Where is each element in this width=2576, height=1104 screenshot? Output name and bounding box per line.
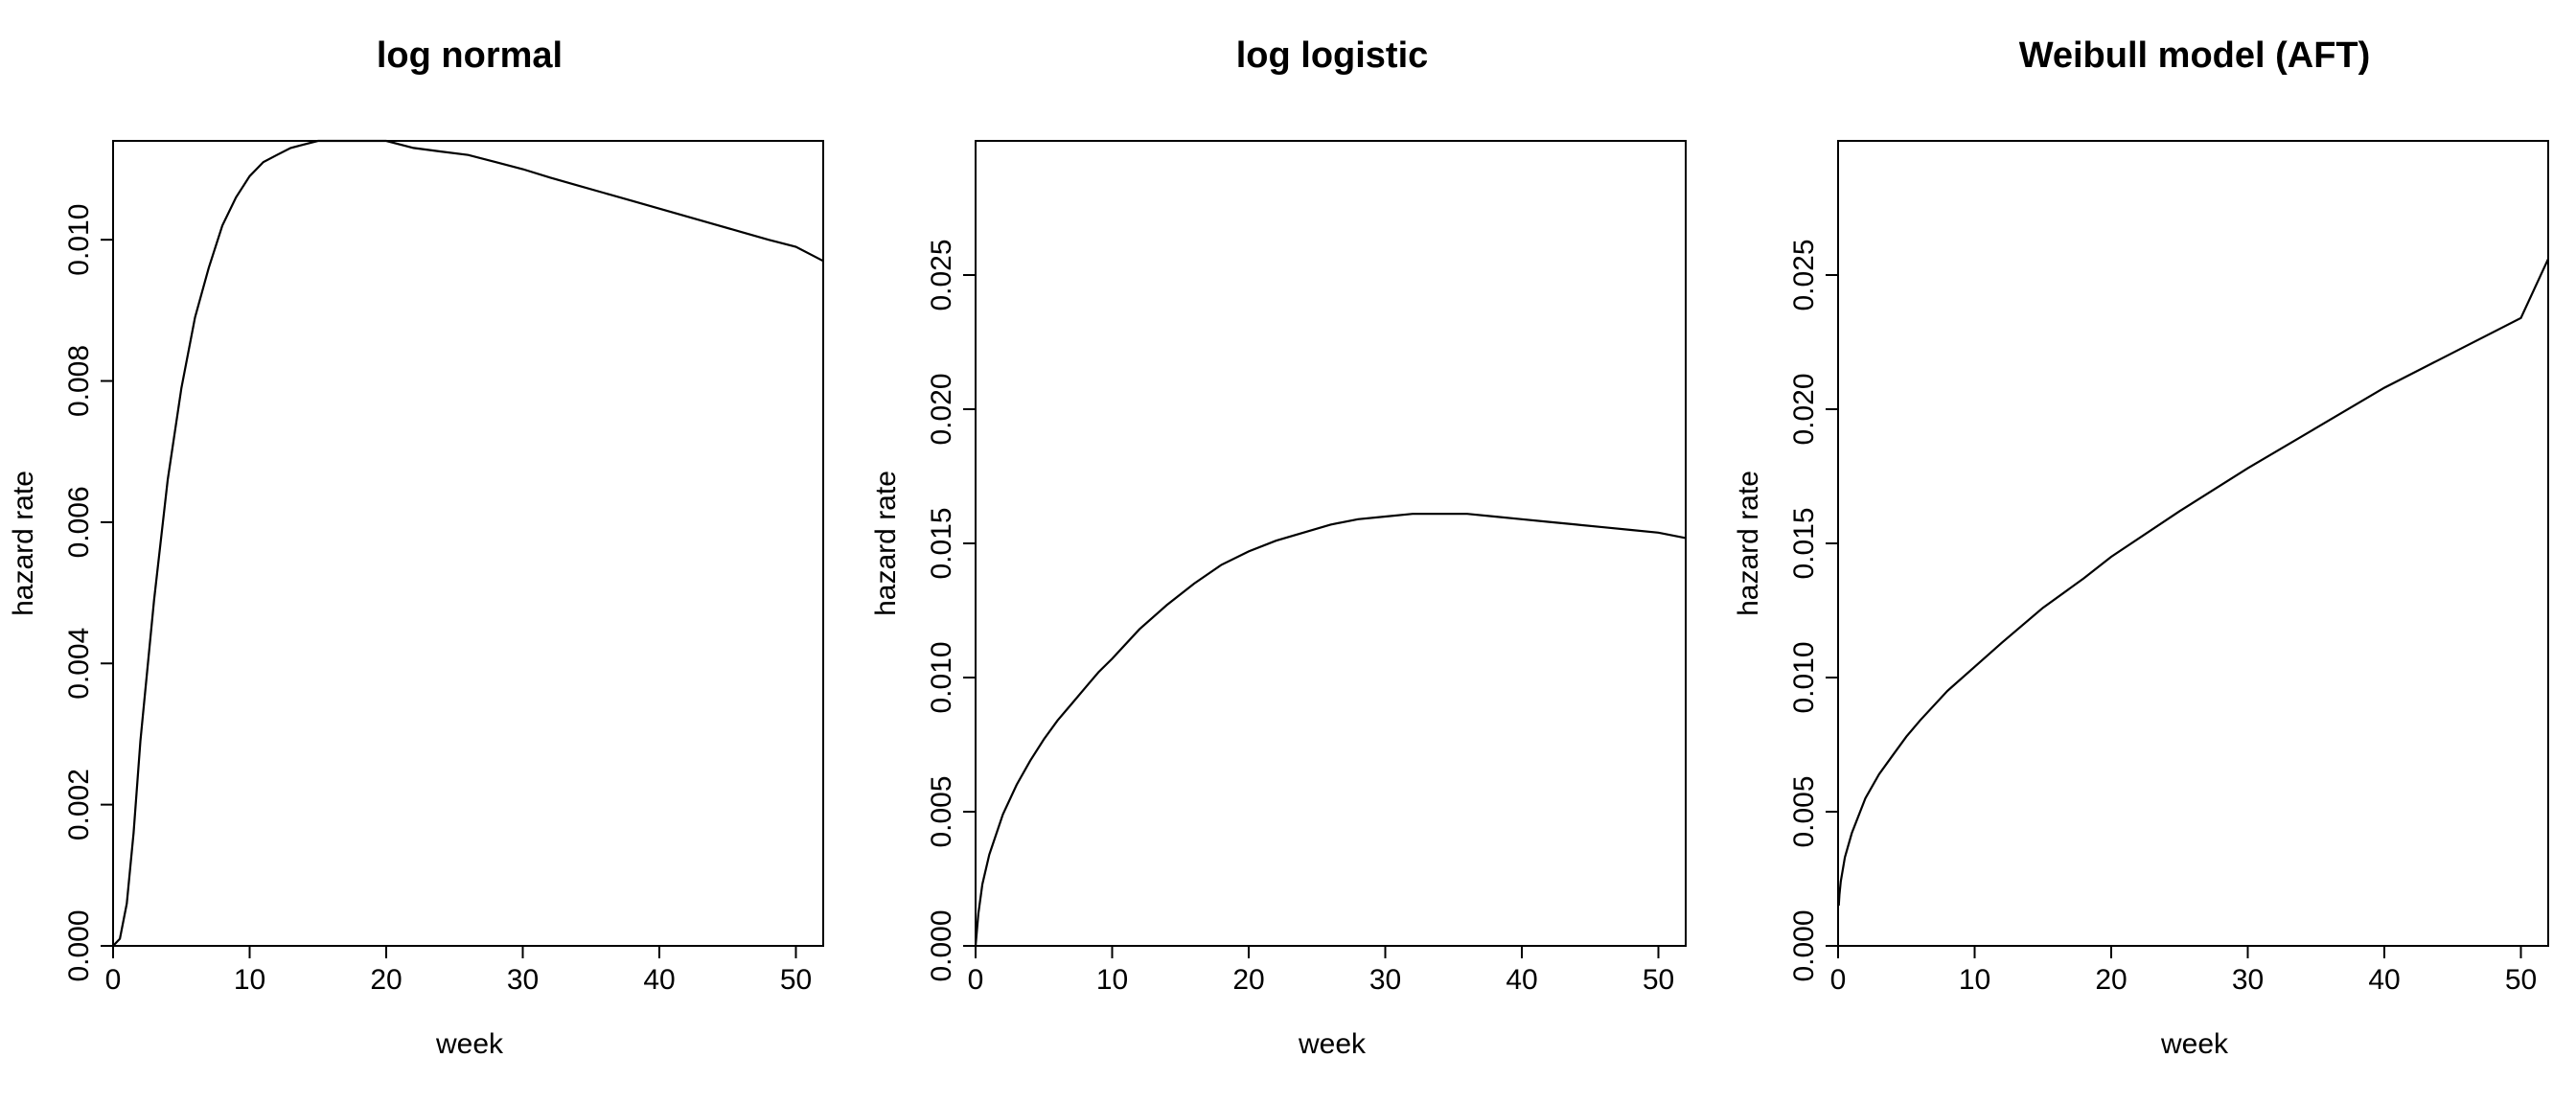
x-tick-label: 10 [1096,964,1128,996]
plot-frame [112,140,824,947]
y-tick-label: 0.015 [926,507,957,579]
y-axis: 0.000 0.005 0.010 0.015 0.020 0.025 [1788,239,1839,982]
plot-frame [975,140,1687,947]
x-tick-label: 20 [1232,964,1264,996]
hazard-curve [112,139,824,947]
y-tick-label: 0.000 [1788,909,1820,981]
hazard-curve [1837,258,2549,907]
y-axis-label: hazard rate [1733,471,1764,616]
x-tick-label: 30 [2232,964,2264,996]
x-tick-label: 20 [2095,964,2127,996]
x-tick-label: 0 [968,964,984,996]
y-tick-label: 0.020 [1788,373,1820,445]
chart-title: Weibull model (AFT) [2019,35,2371,76]
panel-weibull-aft: Weibull model (AFT) 0 10 20 30 40 50 0.0000.0… [1733,35,2549,1060]
y-tick-label: 0.010 [1788,641,1820,713]
x-tick-label: 0 [1830,964,1847,996]
panel-log-logistic: log logistic 0 10 20 30 40 50 0.000 0.005 0.010… [870,35,1687,1060]
y-tick-label: 0.005 [1788,775,1820,847]
y-tick-label: 0.006 [63,486,95,558]
x-tick-label: 50 [2505,964,2537,996]
x-tick-label: 40 [2368,964,2400,996]
y-tick-label: 0.025 [926,239,957,310]
plot-frame [1837,140,2549,947]
x-tick-label: 10 [234,964,265,996]
y-tick-label: 0.000 [63,909,95,981]
x-tick-label: 50 [1643,964,1674,996]
y-tick-label: 0.010 [926,641,957,713]
y-tick-label: 0.002 [63,769,95,840]
y-axis-label: hazard rate [870,471,902,616]
y-tick-label: 0.010 [63,204,95,276]
x-tick-label: 40 [1506,964,1537,996]
x-axis: 0 10 20 30 40 50 [105,945,812,996]
y-axis: 0.000 0.005 0.010 0.015 0.020 0.025 [926,239,977,982]
y-tick-label: 0.004 [63,628,95,700]
x-axis-label: week [2160,1028,2229,1060]
x-axis: 0 10 20 30 40 50 [968,945,1674,996]
y-tick-label: 0.008 [63,345,95,417]
y-tick-label: 0.000 [926,909,957,981]
chart-title: log normal [377,35,563,76]
x-tick-label: 0 [105,964,122,996]
y-axis-label: hazard rate [8,471,39,616]
y-tick-label: 0.005 [926,775,957,847]
y-tick-label: 0.025 [1788,239,1820,310]
x-tick-label: 40 [643,964,675,996]
panel-log-normal: log normal 0 10 20 30 40 50 0.0000.0020.0040.… [8,35,824,1060]
hazard-curve [974,513,1687,947]
x-tick-label: 10 [1959,964,1990,996]
x-axis-label: week [1298,1028,1367,1060]
y-axis: 0.000 0.002 0.004 0.006 0.008 0.010 [63,204,114,982]
x-tick-label: 50 [780,964,812,996]
x-tick-label: 30 [507,964,539,996]
y-tick-label: 0.015 [1788,507,1820,579]
chart-title: log logistic [1236,35,1429,76]
y-tick-label: 0.020 [926,373,957,445]
x-axis: 0 10 20 30 40 50 [1830,945,2537,996]
x-tick-label: 20 [370,964,402,996]
x-axis-label: week [435,1028,504,1060]
x-tick-label: 30 [1369,964,1401,996]
